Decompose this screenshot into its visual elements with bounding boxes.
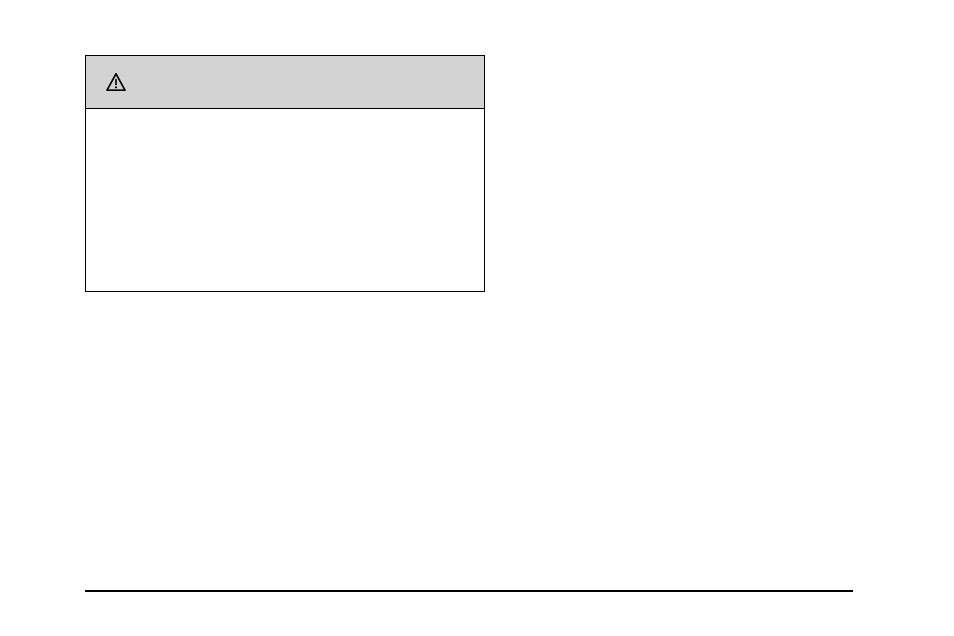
warning-triangle-icon <box>106 73 126 91</box>
warning-box <box>85 55 485 292</box>
footer-rule <box>85 590 853 592</box>
warning-box-body <box>86 109 484 291</box>
warning-box-header <box>86 56 484 109</box>
